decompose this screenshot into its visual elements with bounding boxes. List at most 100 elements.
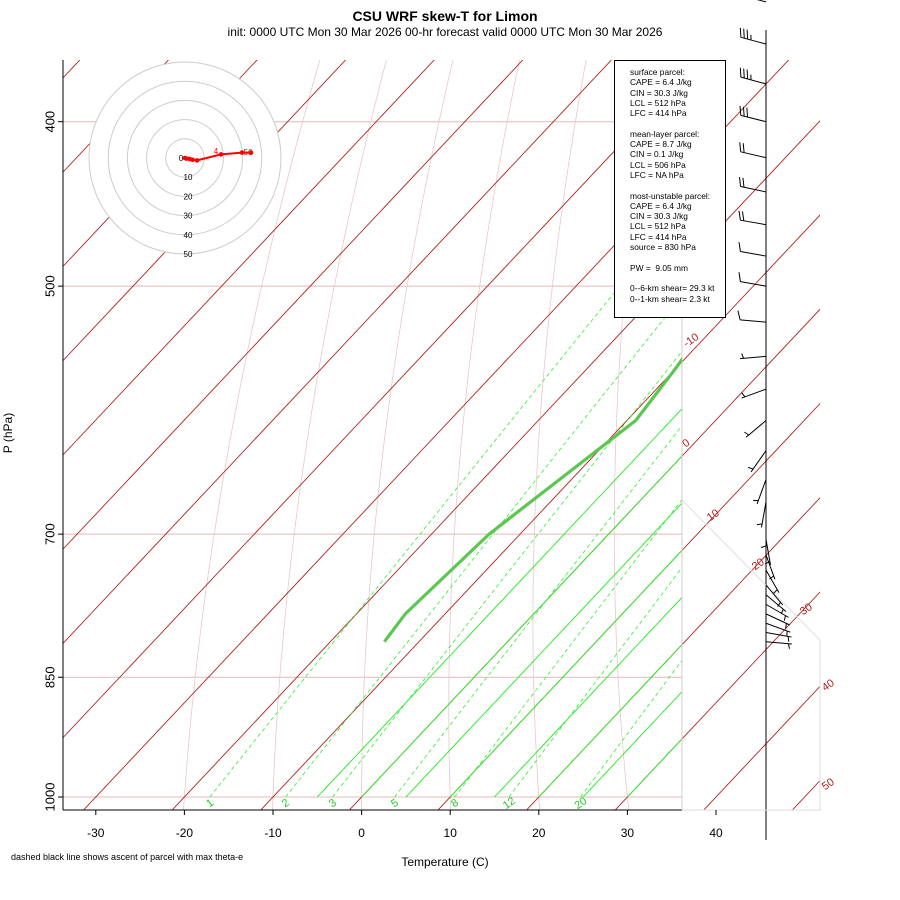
barb-half-flag — [741, 392, 746, 398]
mixing-ratio-label: 2 — [280, 797, 292, 810]
barb-shaft — [756, 479, 767, 505]
parcel-ascent-line — [701, 0, 900, 642]
barb-half-flag — [769, 575, 774, 580]
info-line: CAPE = 6.4 J/kg — [630, 200, 692, 211]
barb-half-flag — [780, 609, 784, 615]
barb-flag — [746, 29, 749, 40]
barb-half-flag — [741, 353, 745, 359]
y-tick-label: 500 — [42, 275, 57, 297]
wind-barb — [739, 105, 767, 123]
moist-adiabat — [582, 690, 682, 798]
wind-barbs — [737, 0, 792, 649]
info-line: PW = 9.05 mm — [630, 262, 688, 273]
hodograph-ring-label: 20 — [184, 192, 193, 201]
isotherm-line — [63, 60, 701, 739]
sounding-traces — [383, 0, 900, 643]
info-line: CAPE = 6.4 J/kg — [630, 77, 692, 88]
wind-barb — [756, 0, 767, 3]
barb-flag — [738, 210, 741, 221]
dry-adiabat — [183, 60, 321, 810]
wind-barb — [739, 27, 767, 45]
x-tick-label: -20 — [176, 826, 194, 840]
hodograph: 10 20 30 40 50 0 4 56 — [88, 61, 282, 259]
dry-adiabat — [843, 0, 900, 833]
wind-barb — [765, 632, 792, 642]
barb-flag — [739, 177, 742, 187]
mixing-ratio-lines — [209, 208, 682, 798]
mixing-ratio-label: 12 — [501, 795, 518, 812]
barb-shaft — [740, 151, 767, 159]
isotherm-line — [63, 60, 612, 645]
barb-half-flag — [787, 636, 790, 642]
barb-shaft — [750, 450, 767, 473]
wind-barb — [765, 613, 790, 629]
isotherm-label: 10 — [705, 507, 722, 524]
hodograph-point — [248, 150, 254, 155]
barb-flag — [746, 107, 749, 118]
y-axis-label: P (hPa) — [1, 412, 15, 454]
y-tick-label: 400 — [42, 111, 57, 133]
wind-barb — [738, 272, 767, 287]
dry-adiabat — [532, 60, 587, 810]
y-tick-label: 850 — [42, 666, 57, 688]
mixing-ratio-label: 8 — [449, 797, 461, 810]
y-tick-label: 700 — [42, 523, 57, 545]
moist-adiabat — [405, 502, 682, 798]
wind-barb — [744, 420, 767, 438]
dry-adiabats — [183, 0, 900, 833]
hodograph-label: 56 — [244, 148, 253, 157]
hodograph-point — [218, 152, 224, 157]
barb-shaft — [740, 281, 767, 287]
barb-flag — [739, 105, 742, 116]
barb-shaft — [741, 388, 767, 399]
moist-adiabat — [316, 408, 682, 798]
barb-half-flag — [760, 545, 767, 549]
barb-shaft — [765, 632, 792, 638]
barb-half-flag — [783, 615, 786, 621]
mixing-ratio-label: 20 — [572, 795, 589, 812]
info-line: LCL = 512 hPa — [630, 97, 686, 108]
wind-barb — [756, 501, 767, 528]
hodograph-point — [190, 157, 195, 163]
wind-barb — [753, 479, 767, 505]
isotherm-line — [859, 0, 900, 833]
isotherm-label: 30 — [798, 601, 815, 618]
x-tick-label: 40 — [709, 826, 723, 840]
mixing-ratio-label: 3 — [327, 797, 339, 810]
x-tick-label: 20 — [532, 826, 546, 840]
x-axis-label: Temperature (C) — [401, 855, 489, 869]
barb-flag — [737, 310, 741, 320]
barb-shaft — [740, 355, 767, 360]
wind-barb — [740, 353, 767, 360]
chart-subtitle: init: 0000 UTC Mon 30 Mar 2026 00-hr for… — [227, 25, 663, 39]
info-line: CIN = 30.3 J/kg — [630, 87, 688, 98]
hodograph-ring — [146, 119, 224, 197]
barb-flag — [743, 68, 745, 79]
isotherm-line — [171, 120, 820, 810]
moist-adiabats — [316, 408, 682, 798]
barb-flag — [741, 211, 745, 221]
x-tick-label: 30 — [621, 826, 635, 840]
barb-half-flag — [765, 561, 771, 565]
x-tick-label: -10 — [264, 826, 282, 840]
wind-barb — [741, 388, 767, 399]
barb-half-flag — [777, 601, 781, 607]
barb-shaft — [740, 114, 767, 123]
barb-flag — [739, 27, 742, 38]
hodograph-ring-label: 10 — [184, 173, 193, 182]
isotherm-line — [63, 60, 524, 550]
barb-flag — [739, 67, 742, 78]
info-line: CIN = 0.1 J/kg — [630, 149, 684, 160]
barb-flag — [742, 177, 745, 188]
barb-flag — [743, 28, 745, 39]
isotherm-label: 50 — [820, 776, 837, 793]
x-tick-label: -30 — [87, 826, 105, 840]
precipitable-water-block: PW = 9.05 mm — [630, 263, 725, 273]
barb-flag — [738, 272, 741, 282]
hodograph-ring — [126, 99, 244, 217]
mixing-ratio-line — [285, 295, 682, 798]
info-line: most-unstable parcel: — [630, 190, 711, 201]
hodograph-ring-label: 50 — [184, 250, 193, 259]
isotherm-line — [82, 60, 790, 810]
isotherm-line — [0, 0, 575, 833]
